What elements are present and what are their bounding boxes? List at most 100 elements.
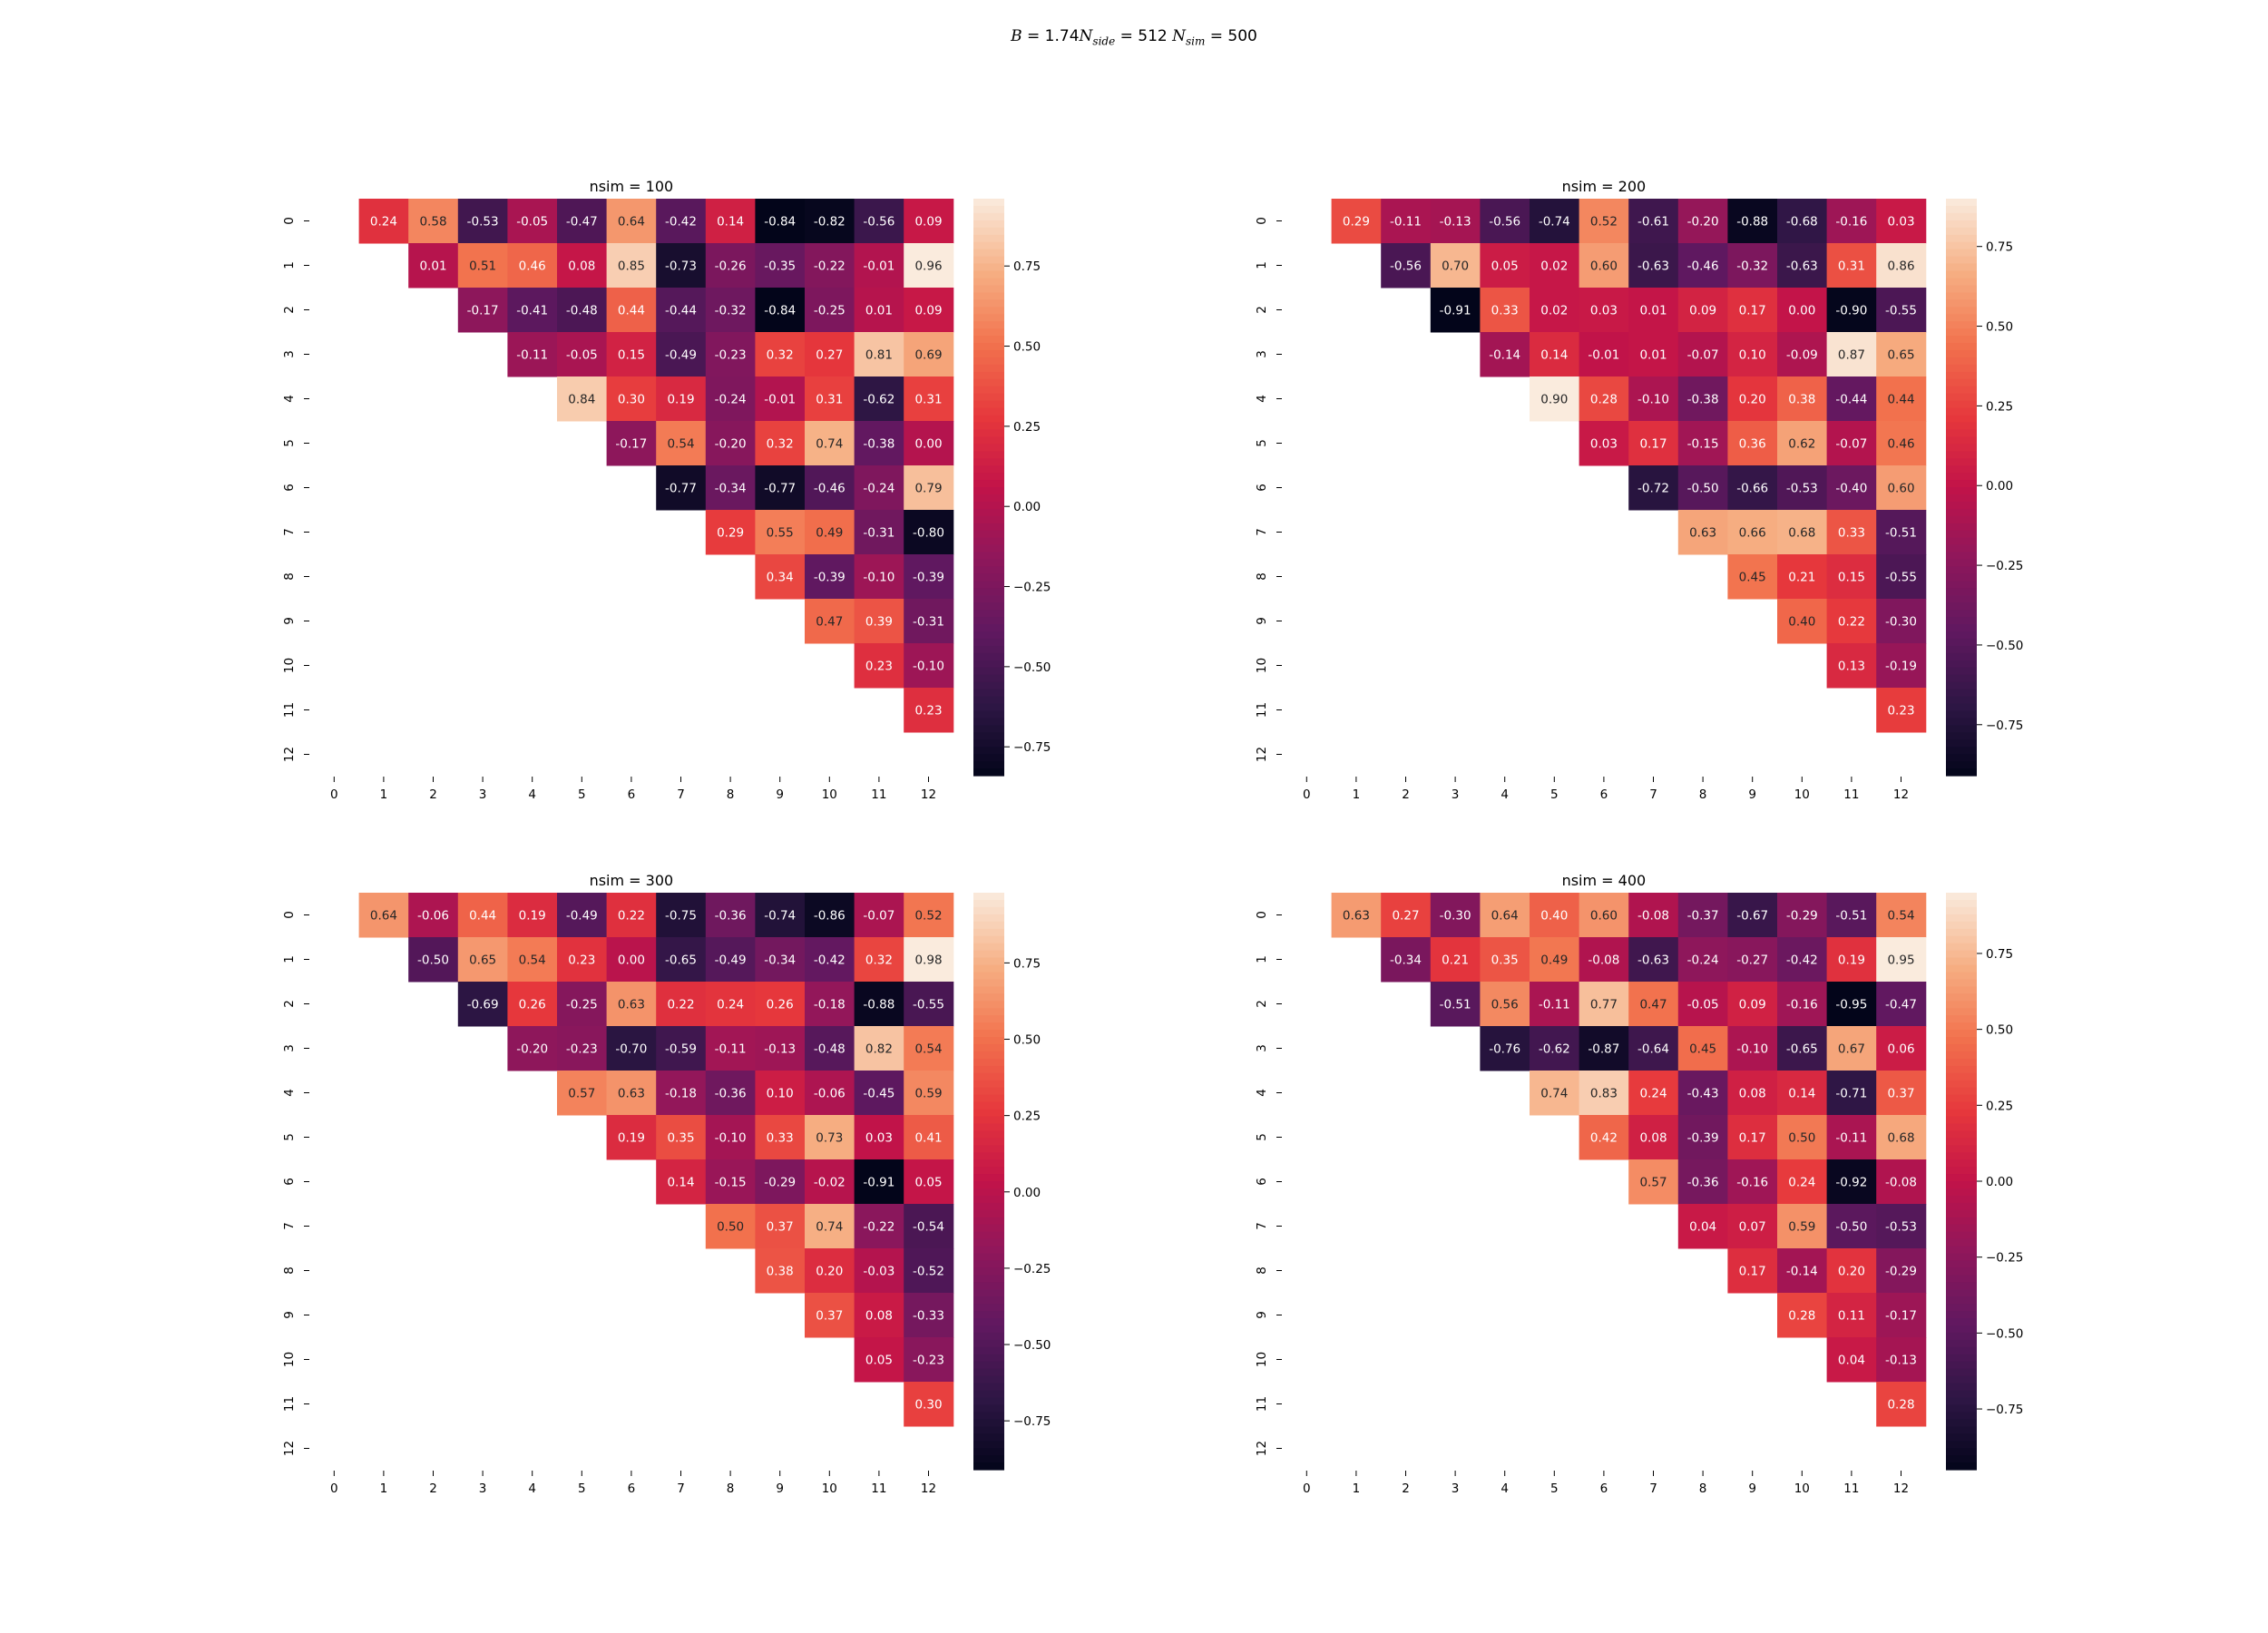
heatmap-cell [904, 554, 954, 600]
colorbar-segment [973, 1412, 1004, 1420]
colorbar-segment [1946, 1390, 1977, 1399]
cell-label: 0.51 [469, 259, 496, 274]
heatmap-cell [854, 376, 904, 422]
colorbar-segment [973, 530, 1004, 539]
cell-label: 0.35 [667, 1131, 694, 1146]
colorbar-segment [1946, 1209, 1977, 1218]
heatmap-cell [854, 421, 904, 466]
panel-title: nsim = 300 [590, 872, 674, 889]
heatmap-panel-4: nsim = 400 0.63 0.27 -0.30 0.64 0.40 0.60 -0.08… [1255, 872, 2023, 1496]
heatmap-cell [1628, 243, 1679, 288]
heatmap-cell [755, 510, 806, 555]
colorbar-tick-label: −0.75 [1986, 719, 2023, 733]
x-tick-label: 9 [776, 1481, 784, 1496]
colorbar-segment [1946, 234, 1977, 243]
cell-label: 0.60 [1590, 259, 1618, 274]
heatmap-cell [1530, 893, 1580, 938]
heatmap-cell [904, 893, 954, 938]
cell-label: 0.45 [1739, 571, 1766, 585]
heatmap-cell [904, 688, 954, 733]
cell-label: 0.20 [1739, 393, 1766, 407]
heatmap-cell [457, 982, 508, 1027]
cell-label: 0.23 [865, 660, 893, 674]
x-tick-label: 6 [1600, 1481, 1608, 1496]
colorbar-segment [973, 1101, 1004, 1110]
colorbar-segment [1946, 1311, 1977, 1319]
colorbar-segment [1946, 256, 1977, 265]
heatmap-cell [805, 937, 855, 983]
cell-label: -0.09 [1786, 348, 1818, 363]
heatmap-cell [1530, 199, 1580, 244]
colorbar-segment [973, 610, 1004, 618]
heatmap-cell [1381, 893, 1432, 938]
colorbar-segment [1946, 1404, 1977, 1413]
heatmap-cell [1826, 599, 1877, 644]
cell-label: 0.58 [419, 215, 446, 230]
cell-label: -0.23 [715, 348, 747, 363]
heatmap-cell [1530, 1026, 1580, 1071]
colorbar-segment [1946, 1354, 1977, 1363]
cell-label: 0.24 [370, 215, 397, 230]
heatmap-cell [1876, 982, 1927, 1027]
colorbar-tick-label: 0.25 [1986, 399, 2013, 414]
heatmap-cell [656, 421, 707, 466]
y-tick-label: 8 [282, 1266, 297, 1275]
cell-label: -0.13 [764, 1042, 796, 1057]
heatmap-cell [854, 599, 904, 644]
colorbar-segment [1946, 1455, 1977, 1463]
cell-label: 0.17 [1739, 1265, 1766, 1279]
colorbar-segment [1946, 307, 1977, 315]
heatmap-cell [705, 199, 756, 244]
colorbar-segment [973, 343, 1004, 351]
cell-label: 0.37 [1887, 1087, 1914, 1101]
cell-label: -0.34 [764, 953, 796, 968]
heatmap-cell [1777, 243, 1828, 288]
colorbar-segment [1946, 422, 1977, 430]
heatmap-cell [854, 1293, 904, 1338]
heatmap-cell [1876, 243, 1927, 288]
colorbar-segment [1946, 1123, 1977, 1131]
colorbar-segment [973, 220, 1004, 229]
cell-label: -0.01 [863, 259, 894, 274]
heatmap-cell [656, 982, 707, 1027]
cell-label: 0.46 [1887, 437, 1914, 452]
heatmap-cell [705, 465, 756, 511]
heatmap-cell [507, 982, 558, 1027]
heatmap-cell [1727, 199, 1778, 244]
colorbar-segment [973, 307, 1004, 315]
heatmap-cell [705, 937, 756, 983]
heatmap-cell [904, 1293, 954, 1338]
heatmap-cell [557, 982, 608, 1027]
cell-label: 0.38 [1788, 393, 1815, 407]
cell-label: -0.74 [764, 909, 796, 924]
x-tick-label: 10 [1794, 1481, 1810, 1496]
heatmap-cell [557, 243, 608, 288]
cell-label: -0.45 [863, 1087, 894, 1101]
heatmap-cell [854, 1159, 904, 1205]
heatmap-cell [1480, 937, 1530, 983]
heatmap-cell [805, 1204, 855, 1249]
x-tick-label: 9 [776, 787, 784, 802]
colorbar-tick-label: 0.00 [1986, 1175, 2013, 1189]
cell-label: -0.70 [615, 1042, 647, 1057]
heatmap-cell [1727, 288, 1778, 333]
colorbar-tick-label: −0.50 [1986, 1326, 2023, 1341]
colorbar-segment [1946, 588, 1977, 596]
x-tick-label: 8 [727, 1481, 735, 1496]
cell-label: -0.76 [1489, 1042, 1520, 1057]
cell-label: -0.90 [1835, 304, 1867, 318]
x-tick-label: 4 [1501, 1481, 1509, 1496]
colorbar-segment [1946, 718, 1977, 726]
cell-label: 0.33 [767, 1131, 794, 1146]
colorbar-segment [973, 199, 1004, 207]
heatmap-cell [904, 1248, 954, 1294]
cell-label: -0.25 [566, 998, 598, 1012]
y-tick-label: 4 [1255, 395, 1269, 403]
cell-label: 0.68 [1887, 1131, 1914, 1146]
heatmap-cell [1677, 421, 1728, 466]
heatmap-cell [1876, 1382, 1927, 1427]
colorbar-segment [1946, 1145, 1977, 1153]
heatmap-cell [805, 288, 855, 333]
heatmap-cell [805, 421, 855, 466]
y-tick-label: 9 [282, 617, 297, 625]
